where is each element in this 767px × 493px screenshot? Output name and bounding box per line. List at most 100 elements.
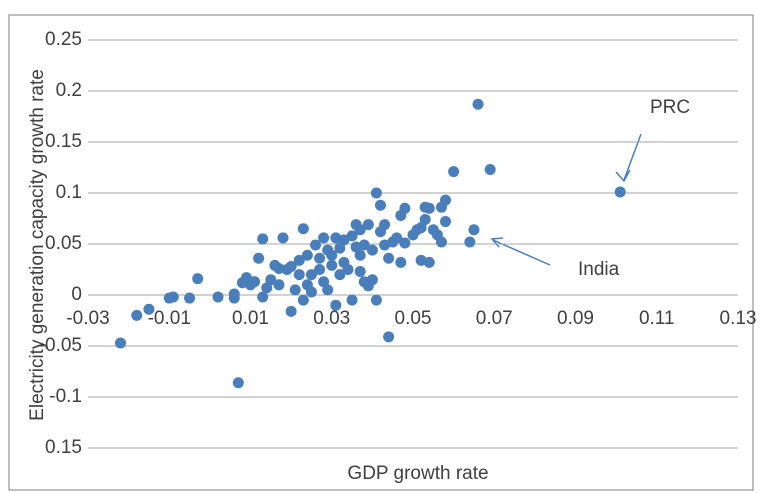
- point: [370, 187, 382, 199]
- point: [115, 337, 126, 349]
- x-tick-label: -0.03: [66, 308, 109, 329]
- point: [383, 252, 395, 264]
- point: [419, 214, 431, 226]
- y-tick-label: 0: [71, 284, 82, 305]
- y-tick-label: -0.05: [39, 335, 82, 356]
- point: [192, 273, 204, 285]
- annotation: India: [578, 259, 620, 280]
- point: [362, 219, 374, 231]
- y-axis-label: Electricity generation capacity growth r…: [27, 69, 48, 421]
- point: [228, 288, 240, 300]
- y-tick-label: 0.25: [45, 29, 82, 50]
- chart-frame: [8, 14, 754, 491]
- point: [415, 222, 427, 234]
- point: [366, 274, 378, 286]
- x-tick-label: 0.01: [232, 308, 269, 329]
- point: [326, 259, 338, 271]
- point: [399, 202, 411, 214]
- point: [257, 233, 269, 245]
- point: [334, 242, 346, 254]
- y-tick-label: 0.1: [56, 182, 82, 203]
- point: [448, 166, 460, 178]
- point: [265, 274, 277, 286]
- point: [395, 256, 407, 268]
- point: [484, 164, 496, 176]
- point: [423, 202, 435, 214]
- x-axis-label: GDP growth rate: [347, 463, 488, 484]
- point: [322, 284, 334, 296]
- point: [273, 262, 285, 274]
- x-tick-label: 0.11: [639, 308, 675, 329]
- point: [375, 199, 386, 211]
- point: [318, 276, 330, 288]
- point: [614, 186, 626, 198]
- point: [379, 219, 391, 231]
- point: [468, 224, 480, 236]
- y-tick-label: 0.05: [45, 233, 82, 254]
- point: [285, 260, 297, 272]
- point: [297, 223, 309, 235]
- point: [399, 237, 411, 249]
- point: [366, 244, 378, 256]
- point: [346, 294, 358, 306]
- point: [293, 254, 305, 266]
- point: [314, 264, 326, 275]
- point: [232, 377, 244, 389]
- point: [370, 294, 382, 306]
- point: [334, 269, 346, 281]
- point: [354, 224, 366, 236]
- x-tick-label: 0.03: [313, 308, 350, 329]
- point: [212, 291, 224, 303]
- point: [391, 232, 403, 244]
- arrow: [490, 237, 551, 266]
- x-tick-label: -0.01: [148, 308, 191, 329]
- point: [310, 239, 321, 251]
- point: [293, 269, 305, 281]
- point: [257, 291, 269, 303]
- point: [143, 303, 155, 315]
- point: [435, 236, 447, 248]
- point: [440, 216, 451, 228]
- annotation: PRC: [650, 97, 690, 118]
- point: [338, 234, 350, 246]
- point: [184, 292, 196, 304]
- point: [440, 194, 451, 206]
- y-tick-label: 0.15: [45, 437, 82, 458]
- point: [249, 276, 261, 288]
- point: [330, 299, 342, 311]
- y-tick-label: 0.2: [56, 80, 82, 101]
- arrow: [615, 133, 642, 183]
- point: [285, 305, 297, 317]
- point: [301, 249, 313, 261]
- point: [261, 282, 273, 294]
- point: [273, 279, 285, 291]
- point: [342, 264, 354, 275]
- y-tick-label: -0.1: [49, 386, 82, 407]
- point: [423, 256, 435, 268]
- x-tick-label: 0.07: [476, 308, 513, 329]
- point: [297, 294, 309, 306]
- point: [346, 230, 358, 242]
- point: [358, 239, 370, 251]
- y-tick-label: 0.15: [45, 131, 82, 152]
- x-tick-label: 0.09: [557, 308, 594, 329]
- point: [326, 249, 338, 261]
- point: [277, 232, 289, 244]
- x-tick-label: 0.05: [395, 308, 432, 329]
- point: [289, 284, 301, 296]
- point: [472, 98, 484, 110]
- point: [464, 236, 476, 248]
- point: [354, 249, 366, 261]
- x-tick-label: 0.13: [720, 308, 757, 329]
- point: [253, 252, 265, 264]
- point: [167, 291, 179, 303]
- point: [305, 269, 317, 281]
- point: [354, 266, 366, 278]
- point: [318, 232, 330, 244]
- point: [383, 331, 395, 343]
- point: [305, 286, 317, 298]
- point: [314, 252, 326, 264]
- point: [131, 309, 143, 321]
